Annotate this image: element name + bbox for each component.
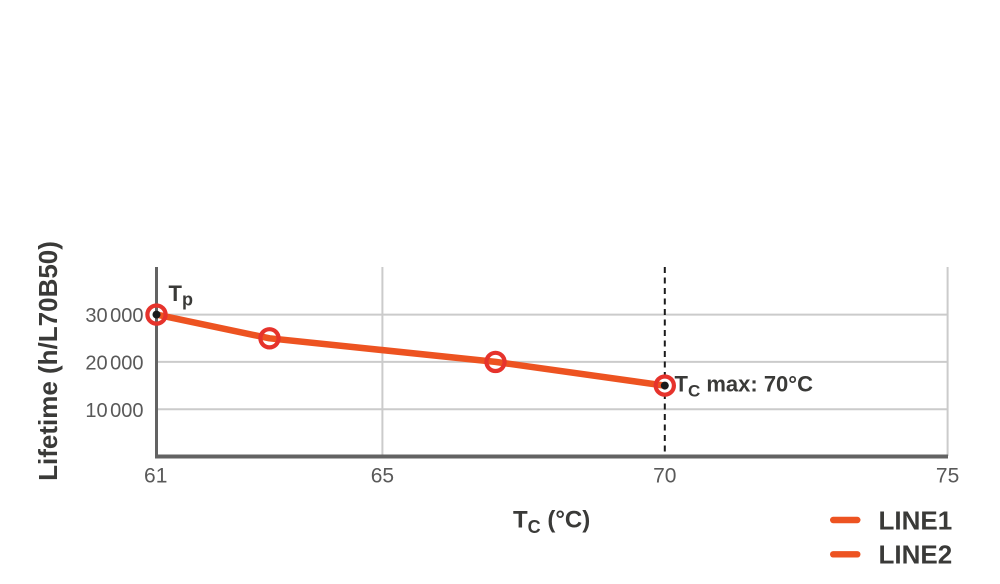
svg-text:61: 61 [144, 464, 167, 487]
svg-text:LINE1: LINE1 [879, 506, 953, 536]
svg-text:70: 70 [653, 464, 676, 487]
svg-text:TC max: 70°C: TC max: 70°C [675, 371, 814, 400]
svg-text:75: 75 [936, 464, 959, 487]
svg-text:LINE2: LINE2 [879, 539, 953, 569]
svg-text:65: 65 [371, 464, 394, 487]
svg-text:TC (°C): TC (°C) [513, 507, 590, 538]
svg-text:Lifetime (h/L70B50): Lifetime (h/L70B50) [33, 241, 63, 481]
